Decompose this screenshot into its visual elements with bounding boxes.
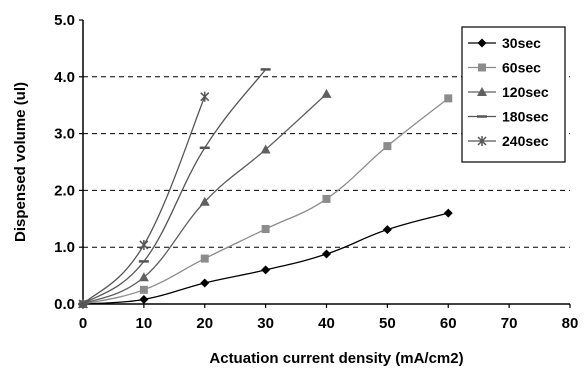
legend-item: 180sec: [468, 109, 549, 125]
data-point: [200, 91, 210, 102]
data-point: [383, 142, 392, 151]
legend-item: 60sec: [468, 60, 541, 76]
x-tick-label: 0: [79, 315, 87, 332]
series-60sec: [79, 94, 453, 308]
data-point: [139, 294, 149, 304]
data-point: [322, 194, 331, 203]
legend-label: 180sec: [502, 109, 549, 125]
data-point: [321, 88, 332, 98]
series-line: [82, 69, 267, 305]
x-tick-label: 80: [562, 315, 579, 332]
x-axis-title: Actuation current density (mA/cm2): [209, 350, 463, 367]
legend-marker: [477, 136, 487, 146]
legend-marker: [477, 38, 487, 48]
series: [78, 68, 453, 309]
series-180sec: [78, 68, 271, 306]
data-point: [382, 225, 392, 235]
y-tick-label: 2.0: [54, 182, 75, 199]
x-tick-label: 30: [257, 315, 274, 332]
data-point: [199, 196, 210, 206]
data-point: [200, 278, 210, 288]
y-axis-title: Dispensed volume (ul): [12, 82, 29, 242]
data-point: [261, 225, 270, 234]
legend-label: 60sec: [502, 60, 541, 76]
axes: [79, 19, 571, 308]
legend-item: 240sec: [468, 133, 549, 149]
y-tick-label: 1.0: [54, 239, 75, 256]
data-point: [138, 272, 149, 282]
legend-label: 240sec: [502, 133, 549, 149]
data-point: [139, 285, 148, 294]
legend-marker: [478, 63, 486, 72]
data-point: [260, 144, 271, 154]
data-point: [443, 208, 453, 218]
y-tick-label: 4.0: [54, 69, 75, 86]
series-line: [82, 96, 206, 305]
x-tick-label: 10: [136, 315, 153, 332]
legend-item: 120sec: [468, 84, 549, 100]
legend-label: 30sec: [502, 35, 541, 51]
y-tick-label: 3.0: [54, 126, 75, 143]
data-point: [322, 249, 331, 259]
x-tick-label: 40: [318, 315, 335, 332]
y-tick-label: 5.0: [54, 12, 75, 29]
data-point: [78, 299, 88, 309]
y-tick-label: 0.0: [54, 296, 75, 313]
x-tick-label: 20: [196, 315, 213, 332]
legend-marker: [477, 87, 487, 96]
data-point: [200, 254, 209, 263]
legend: 30sec 60sec 120sec 180sec 240sec: [461, 26, 566, 163]
x-tick-label: 70: [501, 315, 518, 332]
data-point: [444, 94, 453, 103]
data-point: [139, 239, 149, 250]
x-tick-label: 60: [440, 315, 457, 332]
data-point: [261, 265, 271, 275]
x-tick-label: 50: [379, 315, 396, 332]
series-240sec: [78, 91, 210, 309]
tick-labels: 0 10 20 30 40 50 60 70 80 0.0 1.0 2.0 3.0 4.0 5.0: [54, 12, 578, 332]
series-120sec: [78, 88, 332, 308]
legend-label: 120sec: [502, 84, 549, 100]
legend-item: 30sec: [468, 35, 541, 51]
